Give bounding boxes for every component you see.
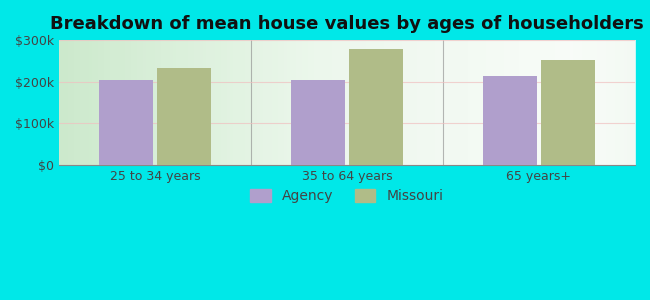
- Bar: [541, 60, 595, 165]
- Bar: [157, 68, 211, 165]
- Legend: Agency, Missouri: Agency, Missouri: [244, 182, 450, 210]
- Bar: [99, 80, 153, 165]
- Bar: [349, 49, 402, 165]
- Bar: [484, 76, 537, 165]
- Title: Breakdown of mean house values by ages of householders: Breakdown of mean house values by ages o…: [50, 15, 644, 33]
- Bar: [291, 80, 345, 165]
